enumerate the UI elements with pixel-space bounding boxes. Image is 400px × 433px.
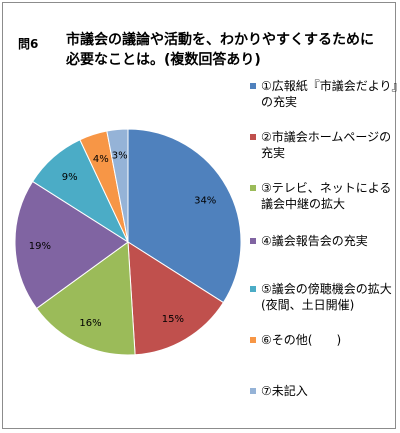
legend-swatch [250,337,256,343]
pie-slice-3 [35,241,136,356]
legend-swatch [250,185,256,191]
legend-swatch [250,286,256,292]
data-label-6: 4% [93,154,109,165]
data-label-5: 9% [62,172,78,183]
pie-slices [14,128,242,356]
question-number: 問6 [18,37,39,51]
legend-swatch [250,134,256,140]
legend-label: ⑦未記入 [261,384,308,398]
data-label-1: 34% [194,196,216,207]
legend-swatch [250,83,256,89]
pie-data-labels: 34% 15% 16% 19% 9% 4% 3% [29,150,217,328]
legend-label: ②市議会ホームページの充実 [261,130,392,160]
chart-title: 市議会の議論や活動を、わかりやすくするために必要なことは。(複数回答あり) [66,32,374,68]
legend-label: ⑤議会の傍聴機会の拡大(夜間、土日開催) [261,282,392,312]
legend-label: ①広報紙『市議会だより』の充実 [261,79,398,109]
data-label-3: 16% [79,318,101,329]
data-label-2: 15% [162,314,184,325]
legend-label: ④議会報告会の充実 [261,234,368,248]
legend-swatch [250,238,256,244]
legend-label: ③テレビ、ネットによる議会中継の拡大 [261,181,392,211]
pie-slice-2 [127,241,225,356]
legend-swatch [250,388,256,394]
pie-slice-4 [14,180,129,310]
pie-slice-1 [127,128,242,304]
data-label-7: 3% [112,150,128,161]
pie-slice-7 [106,128,129,243]
data-label-4: 19% [29,241,51,252]
legend-label: ⑥その他( ) [261,333,342,347]
